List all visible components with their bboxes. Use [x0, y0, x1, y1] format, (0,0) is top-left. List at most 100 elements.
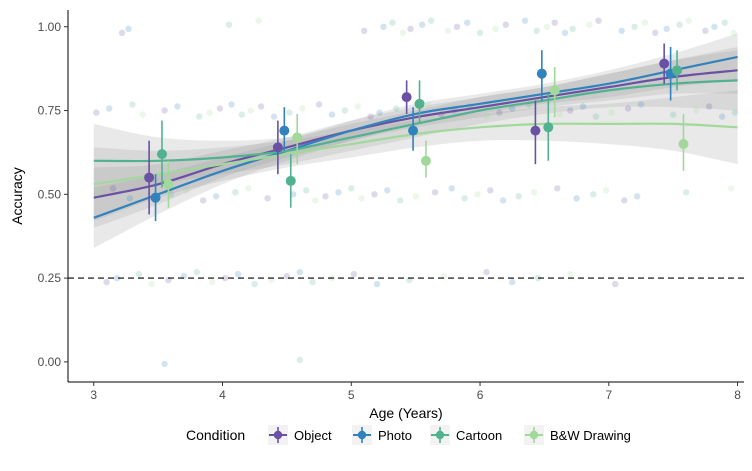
raw-point: [221, 274, 229, 282]
raw-point: [94, 189, 101, 196]
raw-point: [113, 274, 121, 282]
mean-point: [144, 172, 155, 183]
mean-point: [536, 68, 547, 79]
raw-point: [389, 19, 396, 26]
raw-point: [393, 105, 400, 112]
legend-key-point: [273, 430, 283, 440]
raw-point: [509, 105, 516, 112]
mean-point: [672, 65, 683, 76]
mean-point: [279, 125, 290, 136]
raw-point: [380, 23, 387, 30]
raw-point: [592, 113, 600, 120]
raw-point: [543, 23, 551, 30]
raw-point: [567, 107, 574, 114]
raw-point: [448, 185, 455, 192]
confidence-bands: [93, 33, 738, 248]
legend: Condition Object Photo Cartoon B&W Drawing: [186, 425, 631, 445]
raw-point: [586, 21, 593, 28]
confidence-band: [93, 33, 738, 248]
raw-point: [371, 191, 378, 198]
x-tick-label: 4: [219, 388, 226, 402]
mean-point: [659, 58, 670, 69]
raw-point: [290, 191, 297, 198]
mean-point: [530, 125, 541, 136]
raw-point: [685, 17, 692, 24]
raw-point: [397, 197, 404, 204]
y-axis-title: Accuracy: [9, 167, 25, 225]
raw-point: [496, 109, 503, 116]
raw-point: [139, 111, 146, 118]
raw-point: [551, 19, 558, 26]
raw-point: [109, 185, 117, 192]
raw-point: [125, 25, 132, 32]
raw-point: [264, 195, 271, 202]
raw-point: [312, 197, 319, 204]
legend-label: Object: [294, 428, 332, 443]
raw-point: [296, 356, 303, 364]
raw-point: [561, 29, 569, 36]
y-axis-ticks: 0.00 0.25 0.50 0.75 1.00: [38, 20, 68, 369]
x-tick-label: 5: [348, 388, 355, 402]
raw-point: [299, 105, 306, 112]
x-tick-label: 6: [477, 388, 484, 402]
raw-point: [509, 278, 516, 286]
mean-point: [678, 139, 689, 150]
raw-point: [521, 17, 529, 24]
raw-point: [106, 105, 113, 112]
raw-point: [161, 107, 168, 114]
raw-point: [135, 270, 142, 278]
raw-point: [228, 101, 235, 108]
legend-key-point: [529, 430, 539, 440]
raw-point: [500, 197, 507, 204]
raw-point: [234, 270, 242, 278]
raw-point: [706, 103, 713, 110]
raw-point: [425, 101, 432, 108]
fit-line: [93, 69, 738, 199]
raw-point: [731, 109, 739, 116]
raw-point: [161, 360, 168, 368]
x-tick-label: 7: [605, 388, 612, 402]
y-tick-label: 0.25: [38, 271, 62, 285]
raw-point: [129, 101, 136, 108]
raw-point: [444, 27, 451, 34]
raw-point: [676, 21, 683, 28]
raw-point: [209, 278, 216, 286]
raw-point: [487, 187, 494, 194]
raw-point: [322, 193, 329, 200]
raw-point: [502, 21, 509, 28]
legend-key: [352, 425, 372, 445]
raw-point: [384, 187, 391, 194]
raw-point: [296, 268, 303, 276]
raw-point: [247, 107, 254, 114]
raw-point: [118, 29, 126, 36]
raw-point: [193, 268, 200, 276]
raw-point: [216, 105, 224, 112]
raw-point: [569, 25, 576, 32]
raw-point: [407, 25, 414, 32]
raw-point: [595, 17, 602, 24]
legend-key-point: [435, 430, 445, 440]
raw-point: [335, 189, 342, 196]
raw-point: [721, 19, 728, 26]
raw-point: [492, 25, 499, 32]
raw-point: [206, 109, 213, 116]
raw-point: [225, 21, 233, 28]
raw-point: [530, 189, 538, 196]
fit-line: [93, 55, 738, 219]
raw-point: [315, 101, 323, 108]
raw-point: [257, 103, 265, 110]
raw-point: [196, 113, 203, 120]
raw-point: [148, 280, 155, 288]
raw-point: [245, 185, 252, 192]
raw-point: [174, 103, 181, 110]
raw-point: [358, 195, 365, 202]
mean-point: [401, 92, 412, 103]
mean-point: [549, 85, 560, 96]
x-tick-label: 8: [734, 388, 741, 402]
raw-point: [533, 27, 540, 34]
raw-point: [624, 105, 632, 112]
mean-point: [285, 175, 296, 186]
raw-point: [730, 29, 737, 36]
raw-point: [361, 27, 368, 34]
